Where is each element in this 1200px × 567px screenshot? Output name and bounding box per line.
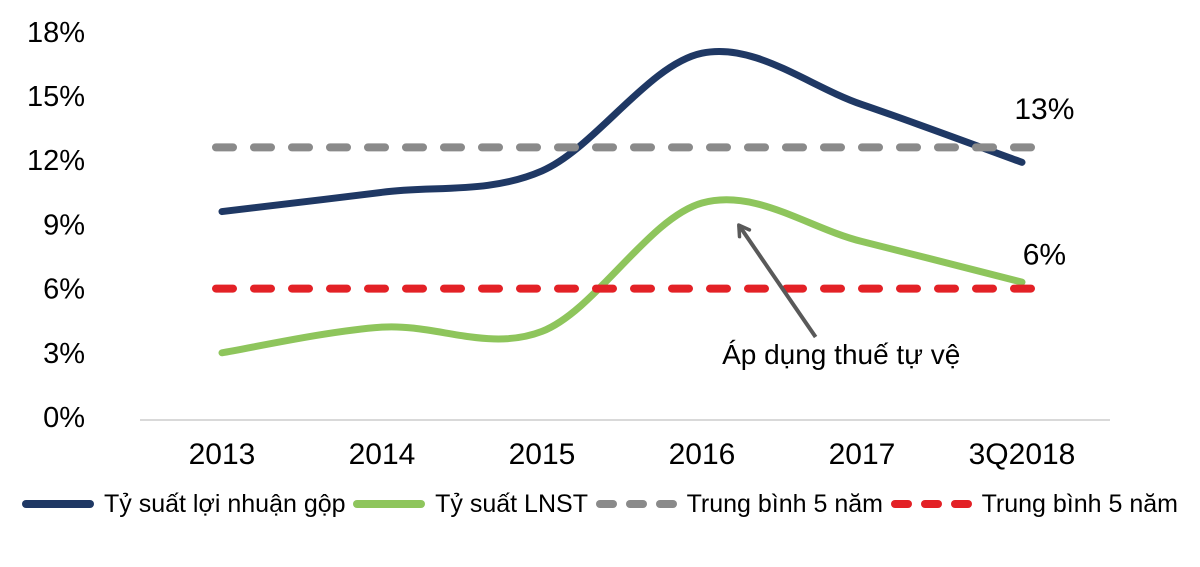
legend-label: Trung bình 5 năm <box>981 489 1178 518</box>
y-tick-label: 6% <box>43 274 85 306</box>
y-tick-label: 12% <box>27 145 85 177</box>
legend-dash <box>655 500 677 508</box>
legend-dash <box>595 500 617 508</box>
annotation-text: Áp dụng thuế tự vệ <box>722 339 960 370</box>
legend-item-net-margin: Tỷ suất LNST <box>353 489 588 518</box>
x-tick-label: 2013 <box>189 438 256 470</box>
margin-trend-chart: 0% 3% 6% 9% 12% 15% 18% 2013 2014 2015 2016 2017 3Q2… <box>27 17 1110 470</box>
legend-dash <box>890 500 912 508</box>
gross-margin-line-swatch <box>22 500 94 508</box>
chart-legend: Tỷ suất lợi nhuận gộp Tỷ suất LNST Trung… <box>0 486 1200 522</box>
legend-label: Tỷ suất LNST <box>435 489 588 518</box>
net-margin-line <box>218 196 1026 357</box>
x-tick-label: 2015 <box>509 438 576 470</box>
gross-margin-line <box>218 48 1026 216</box>
x-tick-label: 2017 <box>829 438 896 470</box>
legend-item-avg-net: Trung bình 5 năm <box>890 489 1178 518</box>
x-tick-label: 2014 <box>349 438 416 470</box>
y-tick-label: 9% <box>43 209 85 241</box>
net-margin-line-swatch <box>353 500 426 508</box>
x-axis-ticks: 2013 2014 2015 2016 2017 3Q2018 <box>189 438 1076 470</box>
y-tick-label: 3% <box>43 338 85 370</box>
y-axis-ticks: 0% 3% 6% 9% 12% 15% 18% <box>27 17 85 434</box>
legend-dash <box>950 500 972 508</box>
legend-dash <box>625 500 647 508</box>
legend-label: Tỷ suất lợi nhuận gộp <box>104 489 346 518</box>
y-tick-label: 0% <box>43 402 85 434</box>
avg-gross-value-label: 13% <box>1014 93 1074 126</box>
y-tick-label: 15% <box>27 81 85 113</box>
avg-net-dash-swatch <box>890 500 972 508</box>
legend-item-gross-margin: Tỷ suất lợi nhuận gộp <box>22 489 346 518</box>
x-tick-label: 3Q2018 <box>969 438 1076 470</box>
legend-dash <box>920 500 942 508</box>
avg-gross-dash-swatch <box>595 500 677 508</box>
annotation-arrow <box>737 223 818 339</box>
legend-label: Trung bình 5 năm <box>686 489 883 518</box>
avg-net-value-label: 6% <box>1023 238 1066 271</box>
y-tick-label: 18% <box>27 17 85 49</box>
x-tick-label: 2016 <box>669 438 736 470</box>
legend-item-avg-gross: Trung bình 5 năm <box>595 489 883 518</box>
